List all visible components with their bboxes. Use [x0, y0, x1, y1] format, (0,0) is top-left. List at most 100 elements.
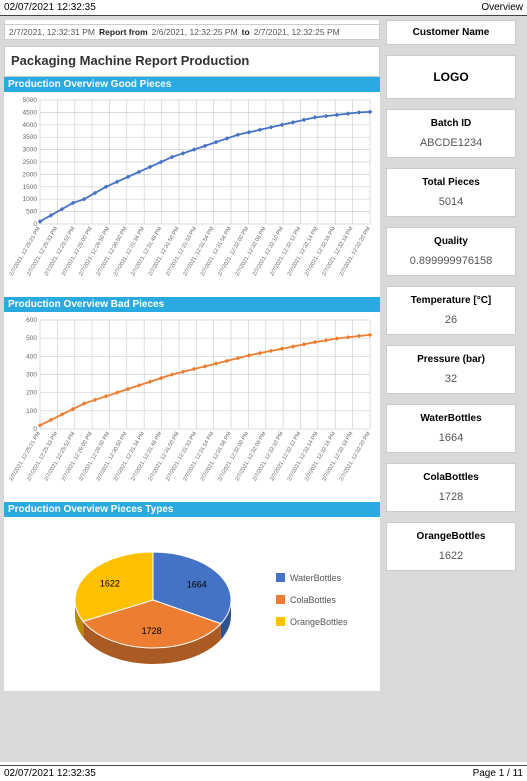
svg-text:2/7/2021, 12:32:20 PM: 2/7/2021, 12:32:20 PM	[339, 226, 372, 278]
svg-text:2/7/2021, 12:31:54 PM: 2/7/2021, 12:31:54 PM	[182, 226, 215, 278]
bottom-bar: 02/07/2021 12:32:35 Page 1 / 11	[0, 765, 527, 781]
svg-text:2/7/2021, 12:32:18 PM: 2/7/2021, 12:32:18 PM	[321, 226, 354, 278]
stat-label: Batch ID	[389, 118, 513, 129]
svg-text:2/7/2021, 12:25:21 PM: 2/7/2021, 12:25:21 PM	[9, 431, 42, 483]
info-to: 2/7/2021, 12:32:25 PM	[254, 27, 340, 37]
svg-text:2/7/2021, 12:31:50 PM: 2/7/2021, 12:31:50 PM	[148, 431, 181, 483]
svg-text:3500: 3500	[23, 134, 38, 141]
info-to-label: to	[242, 27, 250, 37]
stat-card: Quality 0.899999976158	[386, 227, 516, 276]
svg-text:2000: 2000	[23, 171, 38, 178]
svg-text:2/7/2021, 12:31:53 PM: 2/7/2021, 12:31:53 PM	[165, 226, 198, 278]
svg-text:2/7/2021, 12:32:08 PM: 2/7/2021, 12:32:08 PM	[234, 226, 267, 278]
title-card: Packaging Machine Report Production	[4, 46, 380, 77]
svg-text:600: 600	[26, 317, 37, 324]
svg-text:2/7/2021, 12:26:00 PM: 2/7/2021, 12:26:00 PM	[61, 226, 94, 278]
svg-text:2/7/2021, 12:25:52 PM: 2/7/2021, 12:25:52 PM	[43, 431, 76, 483]
chart-bad-svg: 01002003004005006002/7/2021, 12:25:21 PM…	[8, 314, 376, 499]
stat-card: WaterBottles 1664	[386, 404, 516, 453]
chart-pie: 166417281622WaterBottlesColaBottlesOrang…	[4, 517, 380, 691]
info-from: 2/6/2021, 12:32:25 PM	[152, 27, 238, 37]
svg-text:2/7/2021, 12:25:52 PM: 2/7/2021, 12:25:52 PM	[43, 226, 76, 278]
svg-text:2/7/2021, 12:32:10 PM: 2/7/2021, 12:32:10 PM	[252, 226, 285, 278]
left-column: 2/7/2021, 12:32:31 PM Report from 2/6/20…	[4, 20, 380, 762]
stat-label: ColaBottles	[389, 472, 513, 483]
svg-text:3000: 3000	[23, 147, 38, 154]
svg-text:500: 500	[26, 209, 37, 216]
chart-pie-svg: 166417281622WaterBottlesColaBottlesOrang…	[8, 525, 376, 680]
svg-text:5000: 5000	[23, 97, 38, 104]
svg-text:2/7/2021, 12:32:08 PM: 2/7/2021, 12:32:08 PM	[234, 431, 267, 483]
svg-text:2/7/2021, 12:31:58 PM: 2/7/2021, 12:31:58 PM	[200, 226, 233, 278]
customer-name-card: Customer Name	[386, 20, 516, 45]
info-from-label: Report from	[99, 27, 148, 37]
top-bar: 02/07/2021 12:32:35 Overview	[0, 0, 527, 16]
svg-text:2/7/2021, 12:32:14 PM: 2/7/2021, 12:32:14 PM	[287, 226, 320, 278]
top-datetime: 02/07/2021 12:32:35	[4, 2, 96, 13]
stat-label: Total Pieces	[389, 177, 513, 188]
svg-text:4500: 4500	[23, 109, 38, 116]
page-body: 2/7/2021, 12:32:31 PM Report from 2/6/20…	[0, 16, 527, 762]
svg-text:1500: 1500	[23, 184, 38, 191]
svg-text:2/7/2021, 12:32:10 PM: 2/7/2021, 12:32:10 PM	[252, 431, 285, 483]
svg-text:2/7/2021, 12:32:18 PM: 2/7/2021, 12:32:18 PM	[321, 431, 354, 483]
bottom-datetime: 02/07/2021 12:32:35	[4, 768, 96, 779]
stat-label: OrangeBottles	[389, 531, 513, 542]
svg-text:2/7/2021, 12:32:00 PM: 2/7/2021, 12:32:00 PM	[217, 226, 250, 278]
stat-card: Temperature [°C] 26	[386, 286, 516, 335]
stat-label: WaterBottles	[389, 413, 513, 424]
bottom-page: Page 1 / 11	[473, 768, 523, 779]
svg-text:OrangeBottles: OrangeBottles	[290, 617, 348, 627]
svg-text:WaterBottles: WaterBottles	[290, 573, 342, 583]
svg-text:200: 200	[26, 390, 37, 397]
section-good-header: Production Overview Good Pieces	[4, 77, 380, 92]
svg-text:2/7/2021, 12:30:50 PM: 2/7/2021, 12:30:50 PM	[96, 226, 129, 278]
svg-text:500: 500	[26, 335, 37, 342]
chart-good: 0500100015002000250030003500400045005000…	[4, 92, 380, 297]
stat-value: 26	[389, 314, 513, 326]
svg-text:2/7/2021, 12:25:21 PM: 2/7/2021, 12:25:21 PM	[9, 226, 42, 278]
info-strip: 2/7/2021, 12:32:31 PM Report from 2/6/20…	[4, 24, 380, 40]
svg-text:2/7/2021, 12:25:33 PM: 2/7/2021, 12:25:33 PM	[26, 226, 59, 278]
stat-card: Pressure (bar)32	[386, 345, 516, 394]
svg-text:2/7/2021, 12:26:00 PM: 2/7/2021, 12:26:00 PM	[61, 431, 94, 483]
report-title: Packaging Machine Report Production	[11, 53, 373, 68]
svg-text:1000: 1000	[23, 196, 38, 203]
svg-text:2/7/2021, 12:32:00 PM: 2/7/2021, 12:32:00 PM	[217, 431, 250, 483]
svg-text:2/7/2021, 12:25:33 PM: 2/7/2021, 12:25:33 PM	[26, 431, 59, 483]
svg-text:1728: 1728	[142, 626, 162, 636]
svg-text:2500: 2500	[23, 159, 38, 166]
svg-text:100: 100	[26, 408, 37, 415]
svg-text:2/7/2021, 12:31:34 PM: 2/7/2021, 12:31:34 PM	[113, 226, 146, 278]
svg-text:2/7/2021, 12:31:50 PM: 2/7/2021, 12:31:50 PM	[148, 226, 181, 278]
svg-text:2/7/2021, 12:32:16 PM: 2/7/2021, 12:32:16 PM	[304, 431, 337, 483]
stat-value: 1664	[389, 432, 513, 444]
stat-value: 32	[389, 373, 513, 385]
svg-text:400: 400	[26, 353, 37, 360]
top-tab: Overview	[481, 2, 523, 13]
svg-text:2/7/2021, 12:31:48 PM: 2/7/2021, 12:31:48 PM	[130, 226, 163, 278]
svg-text:2/7/2021, 12:32:20 PM: 2/7/2021, 12:32:20 PM	[339, 431, 372, 483]
svg-text:2/7/2021, 12:26:50 PM: 2/7/2021, 12:26:50 PM	[78, 226, 111, 278]
chart-good-svg: 0500100015002000250030003500400045005000…	[8, 94, 376, 294]
section-pie-header: Production Overview Pieces Types	[4, 502, 380, 517]
stat-label: Temperature [°C]	[389, 295, 513, 306]
svg-text:2/7/2021, 12:31:54 PM: 2/7/2021, 12:31:54 PM	[182, 431, 215, 483]
section-bad-header: Production Overview Bad Pieces	[4, 297, 380, 312]
svg-text:2/7/2021, 12:32:12 PM: 2/7/2021, 12:32:12 PM	[269, 226, 302, 278]
stat-value: 5014	[389, 196, 513, 208]
svg-text:4000: 4000	[23, 122, 38, 129]
svg-text:2/7/2021, 12:31:48 PM: 2/7/2021, 12:31:48 PM	[130, 431, 163, 483]
svg-text:300: 300	[26, 372, 37, 379]
stat-card: Batch IDABCDE1234	[386, 109, 516, 158]
svg-text:ColaBottles: ColaBottles	[290, 595, 337, 605]
logo-card: LOGO	[386, 55, 516, 99]
chart-bad: 01002003004005006002/7/2021, 12:25:21 PM…	[4, 312, 380, 502]
svg-text:1622: 1622	[100, 579, 120, 589]
svg-text:2/7/2021, 12:32:12 PM: 2/7/2021, 12:32:12 PM	[269, 431, 302, 483]
stat-value: 0.899999976158	[389, 255, 513, 267]
svg-text:2/7/2021, 12:31:34 PM: 2/7/2021, 12:31:34 PM	[113, 431, 146, 483]
svg-text:2/7/2021, 12:32:16 PM: 2/7/2021, 12:32:16 PM	[304, 226, 337, 278]
stat-label: Quality	[389, 236, 513, 247]
stat-card: ColaBottles1728	[386, 463, 516, 512]
